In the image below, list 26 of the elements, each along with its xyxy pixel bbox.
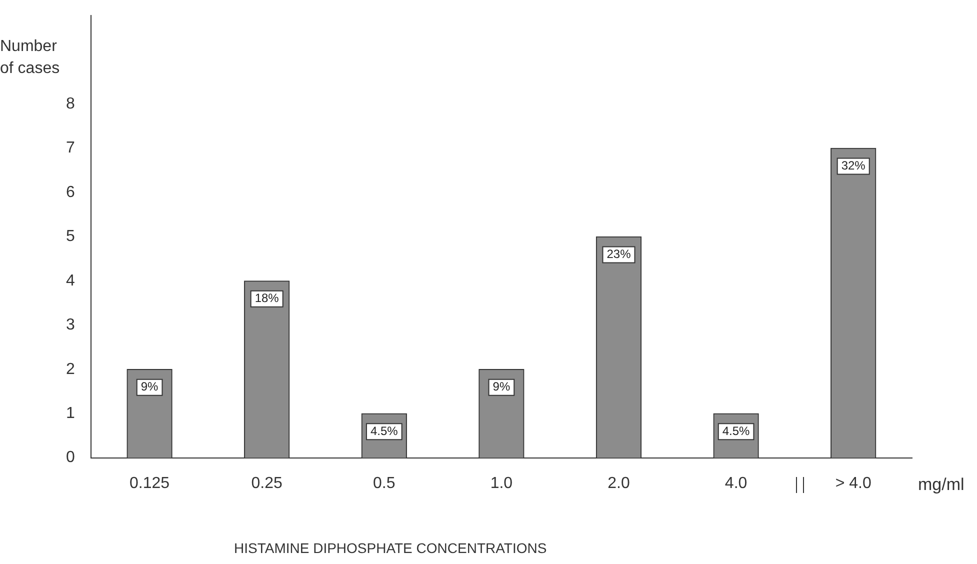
annotation: 4.5% bbox=[722, 424, 750, 438]
y-tick-label: 2 bbox=[66, 360, 75, 378]
y-tick-label: 4 bbox=[66, 272, 75, 290]
y-tick-label: 5 bbox=[66, 228, 75, 246]
x-axis-title: HISTAMINE DIPHOSPHATE CONCENTRATIONS bbox=[234, 540, 547, 556]
x-tick-label: 1.0 bbox=[490, 474, 513, 492]
annotation: 18% bbox=[254, 291, 280, 306]
x-tick-label: > 4.0 bbox=[835, 474, 872, 492]
x-tick-label: 0.25 bbox=[251, 474, 283, 492]
text: mg/ml bbox=[918, 475, 964, 495]
annotation: 9% bbox=[492, 380, 510, 394]
annotation: 9% bbox=[140, 380, 159, 394]
y-tick-label: 1 bbox=[66, 404, 75, 422]
x-tick-label: 4.0 bbox=[724, 474, 748, 492]
y-tick-label: 0 bbox=[66, 449, 75, 466]
y-tick-label: 6 bbox=[66, 184, 75, 201]
x-tick-label: 0.5 bbox=[373, 474, 396, 492]
annotation: 4.5% bbox=[370, 424, 398, 438]
annotation: 32% bbox=[841, 158, 866, 173]
y-tick-label: 3 bbox=[66, 316, 75, 334]
y-tick-label: 8 bbox=[66, 95, 75, 112]
annotation: 23% bbox=[606, 247, 632, 262]
y-tick-label: 7 bbox=[66, 140, 75, 157]
x-tick-label: 0.125 bbox=[130, 474, 170, 492]
x-tick-label: 2.0 bbox=[608, 474, 630, 492]
y-axis-title: Number of cases bbox=[0, 37, 60, 79]
